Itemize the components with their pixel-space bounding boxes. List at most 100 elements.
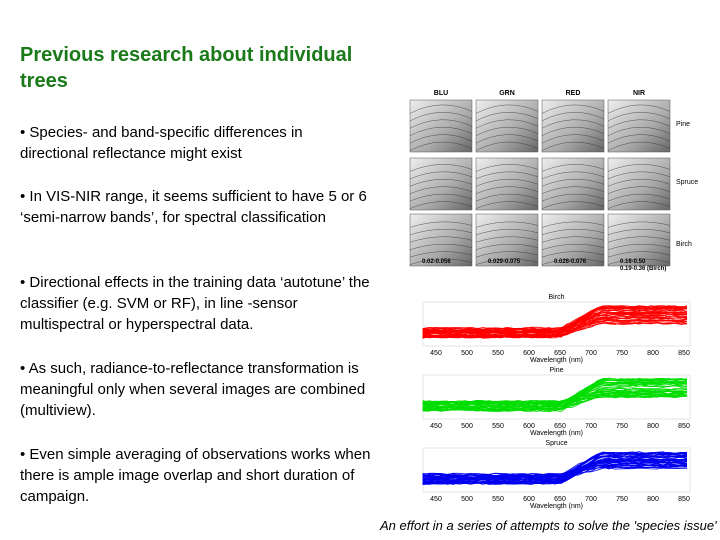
contour bbox=[541, 119, 605, 129]
contour bbox=[475, 258, 539, 265]
species-label: Spruce bbox=[676, 179, 698, 186]
contour bbox=[475, 244, 539, 250]
x-tick-label: 700 bbox=[585, 423, 597, 430]
contour bbox=[409, 186, 473, 194]
x-tick-label: 550 bbox=[492, 350, 504, 357]
contour bbox=[409, 112, 473, 122]
contour bbox=[607, 193, 671, 202]
spectrum bbox=[422, 318, 688, 335]
contour bbox=[607, 171, 671, 180]
contour bbox=[409, 244, 473, 250]
contour bbox=[541, 186, 605, 194]
reflectance-panel bbox=[409, 99, 473, 153]
contour bbox=[541, 179, 605, 187]
range-label: 0.19-0.36 (Birch) bbox=[620, 266, 666, 272]
bullet: • Species- and band-specific differences… bbox=[20, 124, 303, 162]
contour bbox=[475, 171, 539, 180]
panel-title: Spruce bbox=[545, 440, 567, 447]
species-label: Birch bbox=[676, 241, 692, 248]
x-tick-label: 700 bbox=[585, 350, 597, 357]
contour bbox=[475, 164, 539, 172]
spectrum bbox=[422, 452, 687, 478]
x-tick-label: 550 bbox=[492, 423, 504, 430]
contour bbox=[409, 126, 473, 136]
contour bbox=[541, 221, 605, 228]
x-tick-label: 650 bbox=[554, 350, 566, 357]
spectrum bbox=[422, 382, 688, 410]
panel-title: Birch bbox=[549, 294, 565, 301]
contour bbox=[409, 134, 473, 144]
contour bbox=[409, 171, 473, 180]
x-tick-label: 800 bbox=[647, 496, 659, 503]
contour bbox=[607, 236, 671, 243]
contour bbox=[607, 134, 671, 144]
reflectance-panel bbox=[541, 99, 605, 153]
range-label: 0.029-0.075 bbox=[488, 259, 521, 265]
x-tick-label: 850 bbox=[678, 496, 690, 503]
x-tick-label: 750 bbox=[616, 350, 628, 357]
reflectance-panel bbox=[541, 157, 605, 211]
spectrum bbox=[422, 451, 688, 481]
spectrum bbox=[422, 322, 688, 338]
contour bbox=[475, 179, 539, 187]
bullet: • In VIS-NIR range, it seems sufficient … bbox=[20, 188, 367, 226]
x-tick-label: 750 bbox=[616, 496, 628, 503]
contour bbox=[607, 164, 671, 172]
spectrum bbox=[422, 313, 688, 330]
contour bbox=[475, 201, 539, 209]
spectrum bbox=[422, 458, 688, 479]
spectrum bbox=[422, 467, 688, 482]
x-axis-label: Wavelength (nm) bbox=[530, 357, 583, 364]
x-tick-label: 600 bbox=[523, 496, 535, 503]
x-axis-label: Wavelength (nm) bbox=[530, 430, 583, 437]
reflectance-panel bbox=[607, 213, 671, 267]
contour bbox=[541, 164, 605, 172]
spectrum bbox=[422, 394, 688, 413]
spectrum bbox=[422, 378, 688, 407]
range-label: 0.02-0.056 bbox=[422, 259, 451, 265]
contour bbox=[541, 251, 605, 258]
slide-title: Previous research about individual trees bbox=[20, 44, 353, 92]
spectrum bbox=[422, 455, 688, 485]
spectrum bbox=[422, 380, 688, 406]
bullet: • Directional effects in the training da… bbox=[20, 274, 370, 333]
contour bbox=[475, 104, 539, 114]
spectrum bbox=[422, 316, 688, 338]
contour bbox=[409, 201, 473, 209]
bullet: • As such, radiance-to-reflectance trans… bbox=[20, 360, 366, 419]
contour bbox=[607, 126, 671, 136]
contour bbox=[475, 186, 539, 194]
contour bbox=[475, 193, 539, 202]
contour bbox=[607, 229, 671, 236]
x-tick-label: 650 bbox=[554, 496, 566, 503]
x-tick-label: 500 bbox=[461, 350, 473, 357]
reflectance-panel bbox=[541, 213, 605, 267]
contour bbox=[409, 179, 473, 187]
spectrum bbox=[422, 311, 688, 332]
contour bbox=[475, 141, 539, 151]
reflectance-panel bbox=[607, 157, 671, 211]
x-tick-label: 550 bbox=[492, 496, 504, 503]
range-label: 0.16-0.50 bbox=[620, 259, 646, 265]
species-label: Pine bbox=[676, 121, 690, 128]
contour bbox=[607, 112, 671, 122]
contour bbox=[475, 126, 539, 136]
contour bbox=[607, 119, 671, 129]
band-label: RED bbox=[566, 90, 581, 97]
contour bbox=[541, 236, 605, 243]
x-tick-label: 500 bbox=[461, 496, 473, 503]
contour bbox=[475, 236, 539, 243]
contour bbox=[541, 201, 605, 209]
contour bbox=[607, 186, 671, 194]
contour bbox=[541, 104, 605, 114]
contour bbox=[475, 112, 539, 122]
panel-title: Pine bbox=[549, 367, 563, 374]
contour bbox=[541, 112, 605, 122]
contour bbox=[409, 104, 473, 114]
contour bbox=[541, 193, 605, 202]
reflectance-panel bbox=[607, 99, 671, 153]
spectrum bbox=[422, 459, 688, 484]
band-label: GRN bbox=[499, 90, 515, 97]
contour bbox=[607, 201, 671, 209]
x-tick-label: 850 bbox=[678, 423, 690, 430]
